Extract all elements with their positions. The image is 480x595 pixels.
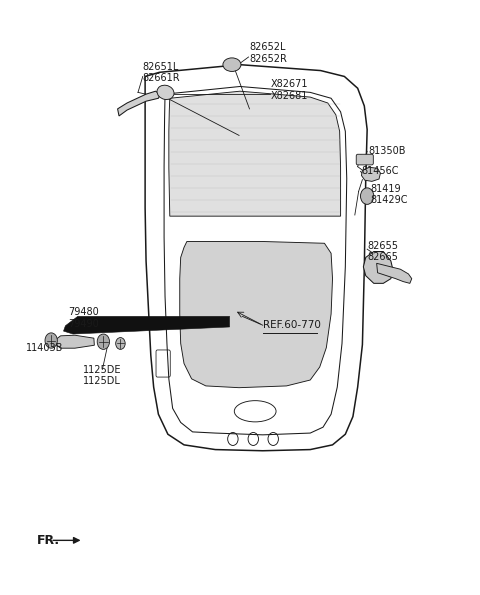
Polygon shape <box>63 317 229 334</box>
Circle shape <box>360 188 374 204</box>
Text: REF.60-770: REF.60-770 <box>263 320 321 330</box>
Text: 1125DE
1125DL: 1125DE 1125DL <box>83 365 121 386</box>
Ellipse shape <box>223 58 241 71</box>
Ellipse shape <box>157 85 174 99</box>
Polygon shape <box>363 252 393 283</box>
Polygon shape <box>377 264 412 283</box>
Text: 81456C: 81456C <box>361 166 398 176</box>
Text: 82655
82665: 82655 82665 <box>367 241 398 262</box>
Text: 81350B: 81350B <box>368 146 406 156</box>
Text: X82671
X82681: X82671 X82681 <box>271 79 308 101</box>
Polygon shape <box>56 335 95 348</box>
Circle shape <box>97 334 109 349</box>
Text: 82652L
82652R: 82652L 82652R <box>250 42 288 64</box>
Polygon shape <box>118 91 160 116</box>
Polygon shape <box>169 91 341 216</box>
Text: 81419
81429C: 81419 81429C <box>371 183 408 205</box>
Circle shape <box>45 333 57 348</box>
Polygon shape <box>180 242 333 388</box>
FancyBboxPatch shape <box>356 154 373 165</box>
Text: 11403B: 11403B <box>25 343 63 353</box>
Text: 82651L
82661R: 82651L 82661R <box>143 61 180 83</box>
Text: FR.: FR. <box>37 534 60 547</box>
Text: 79480
79490: 79480 79490 <box>68 308 99 329</box>
Circle shape <box>116 337 125 349</box>
Polygon shape <box>361 167 381 181</box>
